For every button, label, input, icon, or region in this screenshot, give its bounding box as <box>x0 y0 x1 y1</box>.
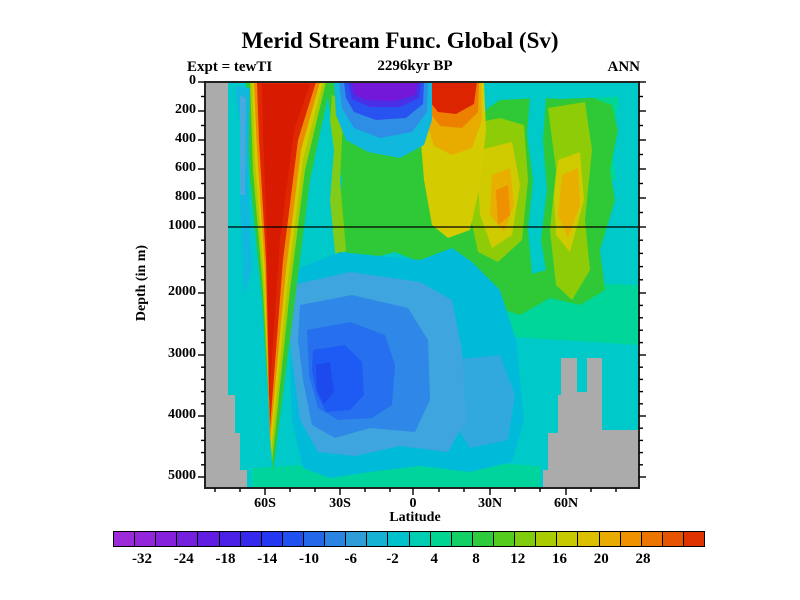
colorbar-tick-label: 16 <box>552 551 567 567</box>
y-axis-title: Depth (in m) <box>134 244 149 322</box>
colorbar-segment <box>599 532 620 546</box>
colorbar-segment <box>683 532 705 546</box>
mask-northern-bathymetry <box>543 358 639 488</box>
colorbar-segment <box>388 532 409 546</box>
colorbar-segment <box>662 532 683 546</box>
colorbar-tick-label: -10 <box>299 551 319 567</box>
colorbar-segment <box>515 532 536 546</box>
colorbar-segment <box>325 532 346 546</box>
colorbar-segment <box>135 532 156 546</box>
colorbar-tick-label: -24 <box>173 551 194 567</box>
y-tick-label: 600 <box>175 160 196 175</box>
colorbar-segment <box>430 532 451 546</box>
colorbar-tick-label: 20 <box>593 551 609 567</box>
teal-slot <box>527 96 547 274</box>
gold-max-b <box>558 168 580 238</box>
colorbar-tick-label: 28 <box>635 551 651 567</box>
colorbar-segment <box>620 532 641 546</box>
colorbar-segment <box>114 532 135 546</box>
colorbar-segment <box>303 532 325 546</box>
x-tick-label: 30S <box>329 496 351 511</box>
antarctic-negative-filament-core <box>240 95 246 195</box>
colorbar-tick-label: 12 <box>510 551 526 567</box>
x-tick-label: 60S <box>254 496 276 511</box>
colorbar-segment <box>451 532 472 546</box>
y-tick-label: 4000 <box>168 407 196 422</box>
plot-frame <box>204 81 640 489</box>
y-tick-label: 0 <box>189 73 196 88</box>
colorbar-tick-label: -2 <box>386 551 399 567</box>
colorbar-tick-label: 8 <box>472 551 480 567</box>
y-tick-label: 800 <box>175 189 196 204</box>
colorbar-tick-label: -32 <box>132 551 152 567</box>
deep-negative-darkest <box>316 362 334 404</box>
colorbar-tick-label: 4 <box>430 551 439 567</box>
y-tick-label: 200 <box>175 102 196 117</box>
x-axis-title: Latitude <box>389 510 441 525</box>
time-label: 2296kyr BP <box>377 58 453 74</box>
colorbar-segment <box>557 532 578 546</box>
teal-surface-strip-north <box>487 82 639 99</box>
colorbar-segment <box>177 532 198 546</box>
colorbar-tick-label: -6 <box>344 551 358 567</box>
colorbar-segment <box>472 532 493 546</box>
colorbar-segment <box>240 532 261 546</box>
colorbar-segment <box>261 532 282 546</box>
colorbar-segment <box>219 532 240 546</box>
yellowgreen-streak-south <box>330 95 346 262</box>
x-tick-label: 60N <box>553 496 579 511</box>
orange-spot-a <box>496 185 510 225</box>
colorbar-segment <box>578 532 599 546</box>
y-tick-label: 1000 <box>168 218 196 233</box>
deep-negative-east-tongue <box>448 355 515 448</box>
trop-negative-purple-core <box>352 82 418 101</box>
colorbar-segment <box>198 532 219 546</box>
colorbar-segment <box>409 532 430 546</box>
colorbar-tick-label: -18 <box>215 551 236 567</box>
colorbar-tick-label: -14 <box>257 551 278 567</box>
colorbar-segment <box>346 532 367 546</box>
x-tick-label: 0 <box>409 496 417 511</box>
axis-ticks <box>198 81 646 495</box>
colorbar-segment <box>282 532 303 546</box>
colorbar-segment <box>536 532 557 546</box>
mask-antarctic-margin <box>205 82 247 488</box>
y-tick-label: 3000 <box>168 346 196 361</box>
colorbar-segment <box>367 532 388 546</box>
colorbar-segment <box>493 532 515 546</box>
colorbar-segment <box>156 532 177 546</box>
colorbar <box>113 531 705 547</box>
y-tick-label: 5000 <box>168 468 196 483</box>
y-tick-label: 400 <box>175 131 196 146</box>
y-tick-label: 2000 <box>168 284 196 299</box>
experiment-label: Expt = tewTI <box>187 59 273 75</box>
chart-title: Merid Stream Func. Global (Sv) <box>241 28 559 53</box>
north-cell-red-core <box>429 82 477 114</box>
season-label: ANN <box>607 59 641 75</box>
colorbar-segment <box>641 532 662 546</box>
x-tick-label: 30N <box>477 496 503 511</box>
south-cell-red-core <box>262 84 310 400</box>
